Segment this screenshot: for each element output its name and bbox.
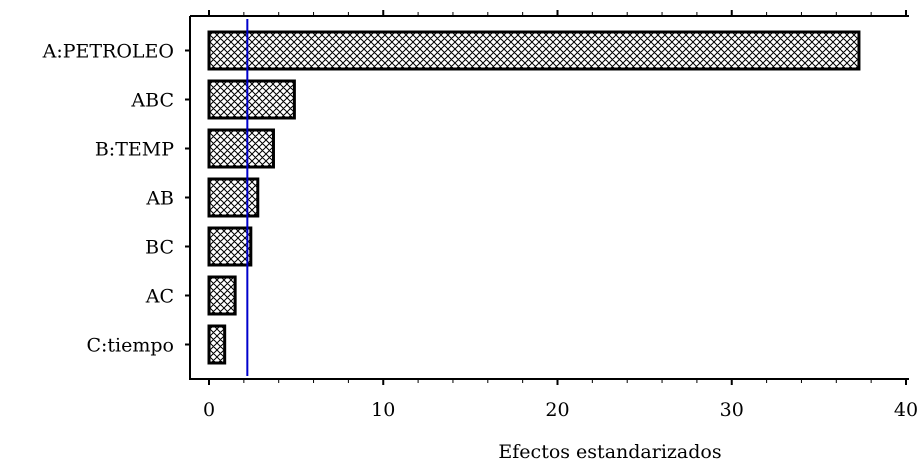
bar-c-tiempo bbox=[207, 324, 227, 365]
bar-b-temp bbox=[207, 128, 275, 169]
bar-abc bbox=[207, 79, 296, 120]
x-tick-label: 10 bbox=[371, 399, 395, 421]
x-tick-label: 40 bbox=[894, 399, 918, 421]
category-label: ABC bbox=[130, 90, 174, 112]
category-label: AC bbox=[145, 286, 174, 308]
x-tick-label: 20 bbox=[545, 399, 569, 421]
bar-ab bbox=[207, 177, 260, 218]
bar-ac bbox=[207, 275, 237, 316]
bar-bc bbox=[207, 226, 253, 267]
category-label: C:tiempo bbox=[86, 335, 174, 357]
category-label: BC bbox=[145, 237, 174, 259]
x-axis-title: Efectos estandarizados bbox=[498, 441, 721, 463]
category-label: B:TEMP bbox=[95, 139, 174, 161]
category-label: AB bbox=[145, 188, 174, 210]
x-tick-label: 0 bbox=[203, 399, 215, 421]
bar-a-petroleo bbox=[207, 30, 861, 71]
category-label: A:PETROLEO bbox=[42, 41, 174, 63]
axis-frame bbox=[189, 16, 909, 380]
bars-layer: A:PETROLEO ABC B:TEMP AB BC AC C:tiempo bbox=[42, 30, 861, 365]
ticks-layer: 0 10 20 30 40 bbox=[203, 10, 918, 421]
axes-layer bbox=[189, 15, 909, 380]
x-tick-label: 30 bbox=[720, 399, 744, 421]
